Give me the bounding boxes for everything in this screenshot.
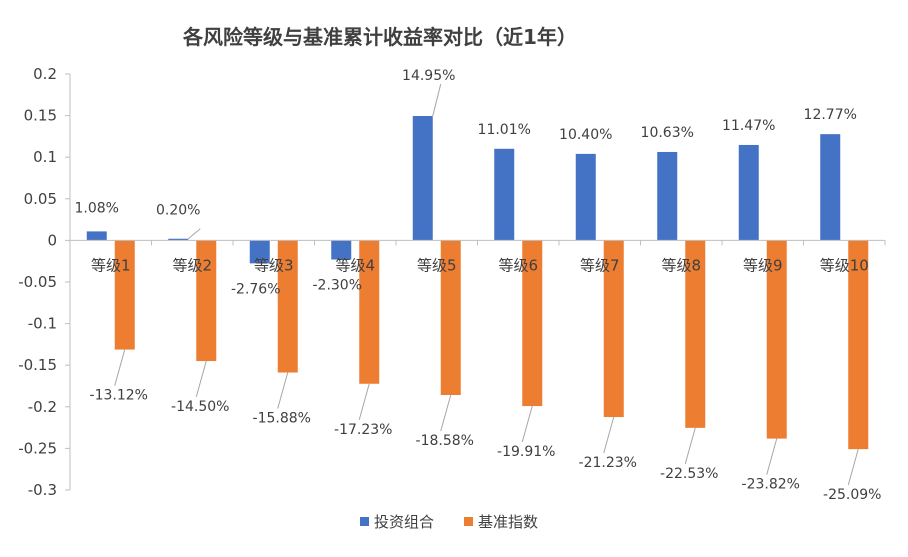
bar-benchmark <box>196 240 217 362</box>
data-label-portfolio: 0.20% <box>156 203 200 219</box>
legend: 投资组合 基准指数 <box>360 513 538 531</box>
bar-benchmark <box>848 240 869 450</box>
x-axis: 等级1 等级2 等级3 等级4 等级5 等级6 等级7 等级8 等级9 等级10 <box>69 239 886 274</box>
y-tick-label: 0.1 <box>33 148 57 166</box>
bar-benchmark <box>685 240 706 428</box>
data-label-portfolio: 11.47% <box>722 118 775 134</box>
bar-benchmark <box>440 240 461 395</box>
bar-benchmark <box>359 240 380 384</box>
leader-line <box>521 405 533 443</box>
leader-line <box>440 394 452 432</box>
leader-line <box>187 228 201 240</box>
leader-lines <box>114 83 859 486</box>
legend-label: 投资组合 <box>374 513 434 531</box>
category-label: 等级8 <box>661 256 701 274</box>
category-label: 等级4 <box>335 256 375 274</box>
data-label-portfolio: 11.01% <box>478 122 531 138</box>
data-label-portfolio: 10.63% <box>641 125 694 141</box>
data-label-benchmark: -18.58% <box>416 433 474 449</box>
y-axis: 0.2 0.15 0.1 0.05 0 -0.05 -0.1 -0.15 -0.2 -0.25 -0… <box>18 65 71 499</box>
bar-portfolio <box>331 240 352 260</box>
category-label: 等级1 <box>91 256 131 274</box>
leader-line <box>847 449 859 486</box>
bar-portfolio <box>820 134 841 241</box>
category-label: 等级10 <box>820 256 869 274</box>
bars <box>86 116 869 450</box>
y-tick-label: 0.05 <box>24 190 57 208</box>
data-label-portfolio: 12.77% <box>804 107 857 123</box>
leader-line <box>114 349 126 386</box>
y-tick-label: 0.15 <box>24 107 57 125</box>
leader-line <box>195 360 207 398</box>
bar-benchmark <box>522 240 543 407</box>
data-label-portfolio: -2.76% <box>231 281 281 297</box>
leader-line <box>432 83 442 117</box>
data-label-benchmark: -15.88% <box>253 411 311 427</box>
data-label-benchmark: -14.50% <box>171 399 229 415</box>
leader-line <box>603 416 615 454</box>
data-label-portfolio: -2.30% <box>312 278 362 294</box>
bar-portfolio <box>494 148 515 241</box>
bar-portfolio <box>738 144 759 241</box>
y-tick-label: -0.3 <box>28 481 57 499</box>
data-label-portfolio: 10.40% <box>559 127 612 143</box>
category-label: 等级5 <box>417 256 457 274</box>
y-tick-label: -0.15 <box>18 356 57 374</box>
bar-benchmark <box>766 240 787 439</box>
data-label-benchmark: -25.09% <box>823 487 881 503</box>
data-label-benchmark: -21.23% <box>579 455 637 471</box>
y-tick-label: 0 <box>47 231 57 249</box>
bar-portfolio <box>575 153 596 241</box>
legend-swatch <box>360 517 369 526</box>
y-tick-label: -0.1 <box>28 315 57 333</box>
chart-title: 各风险等级与基准累计收益率对比（近1年） <box>182 25 577 49</box>
data-label-benchmark: -19.91% <box>497 444 555 460</box>
bar-portfolio <box>249 240 270 264</box>
leader-line <box>358 383 370 420</box>
bar-portfolio <box>412 116 433 241</box>
category-label: 等级9 <box>743 256 783 274</box>
leader-line <box>766 438 778 475</box>
bar-portfolio <box>86 231 107 241</box>
bar-portfolio <box>168 238 189 241</box>
leader-line <box>277 372 289 409</box>
y-tick-label: -0.05 <box>18 273 57 291</box>
category-label: 等级2 <box>172 256 212 274</box>
data-label-portfolio: 14.95% <box>402 68 455 84</box>
category-label: 等级3 <box>254 256 294 274</box>
legend-swatch <box>464 517 473 526</box>
data-label-benchmark: -13.12% <box>90 388 148 404</box>
data-label-benchmark: -17.23% <box>334 422 392 438</box>
legend-label: 基准指数 <box>478 513 538 531</box>
leader-line <box>684 427 696 464</box>
bar-benchmark <box>603 240 624 418</box>
category-label: 等级7 <box>580 256 620 274</box>
y-tick-label: -0.2 <box>28 398 57 416</box>
data-label-benchmark: -23.82% <box>742 477 800 493</box>
y-tick-label: -0.25 <box>18 439 57 457</box>
bar-portfolio <box>657 151 678 241</box>
data-label-portfolio: 1.08% <box>75 200 119 216</box>
data-labels: 1.08% 0.20% -2.76% -2.30% 14.95% 11.01% 10.40%… <box>75 68 882 503</box>
category-label: 等级6 <box>498 256 538 274</box>
data-label-benchmark: -22.53% <box>660 466 718 482</box>
bar-benchmark <box>277 240 298 373</box>
bar-benchmark <box>114 240 135 350</box>
y-tick-label: 0.2 <box>33 65 57 83</box>
